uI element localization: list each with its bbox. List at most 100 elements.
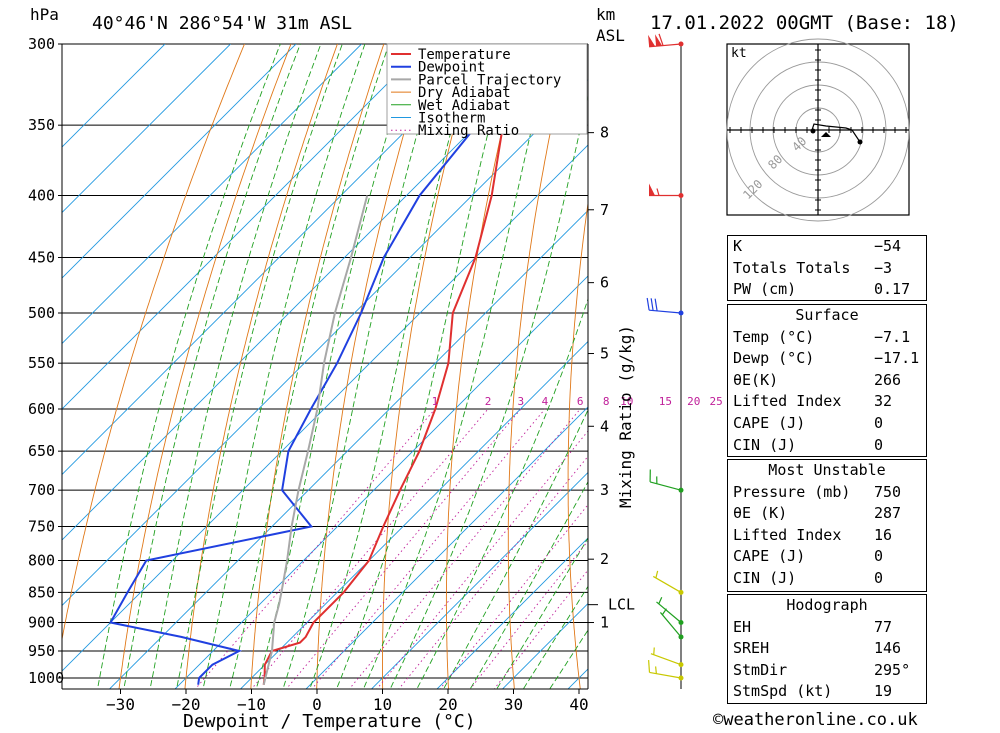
location-title: 40°46'N 286°54'W 31m ASL: [92, 13, 352, 34]
wind-barb: [650, 647, 684, 668]
wind-barb-feather: [650, 298, 654, 311]
eh-row: EH 77: [728, 617, 926, 639]
wind-barb-half-feather: [661, 608, 667, 616]
mixing-ratio-label: 2: [485, 395, 492, 408]
surface-cin-value: 0: [874, 435, 884, 454]
isotherm-line: [239, 340, 588, 689]
dry-adiabat-line: [250, 44, 385, 689]
background-lines: [62, 35, 715, 704]
wet-adiabat-line: [389, 93, 588, 689]
surface-li-label: Lifted Index: [733, 392, 842, 411]
stmdir-value: 295°: [874, 660, 911, 679]
wet-adiabat-line: [123, 44, 301, 689]
mixing-ratio-label: 25: [710, 395, 723, 408]
surface-temp-value: −7.1: [874, 327, 911, 346]
wind-barb-shaft: [652, 575, 682, 593]
wind-barb-shaft: [649, 309, 682, 314]
dry-adiabat-line: [682, 35, 715, 704]
surface-panel: Surface Temp (°C) −7.1 Dewp (°C) −17.1 θ…: [727, 304, 927, 457]
mu-cin-row: CIN (J) 0: [728, 568, 926, 590]
wind-barb: [649, 469, 684, 493]
credit-link[interactable]: ©weatheronline.co.uk: [713, 710, 918, 730]
wind-barb-feather: [654, 298, 658, 311]
mixing-ratio-line: [250, 408, 489, 689]
mu-pressure-label: Pressure (mb): [733, 482, 851, 501]
sreh-row: SREH 146: [728, 638, 926, 660]
mixing-ratio-line: [285, 408, 522, 689]
wind-barb-half-feather: [655, 666, 657, 674]
sreh-value: 146: [874, 639, 902, 658]
totals-totals-row: Totals Totals −3: [728, 258, 926, 280]
wind-barb-shaft: [650, 653, 682, 666]
datetime-title: 17.01.2022 00GMT (Base: 18): [650, 12, 959, 34]
mu-thetae-value: 287: [874, 504, 902, 523]
stmspd-value: 19: [874, 682, 893, 701]
pressure-tick-label: 650: [28, 442, 55, 460]
temperature-tick-label: 10: [373, 695, 392, 714]
dry-adiabat-line: [567, 200, 588, 689]
wind-barb-shaft: [659, 612, 682, 638]
hodograph-end-dot: [857, 139, 863, 145]
isotherm-line: [62, 144, 588, 672]
wind-barb-feather: [658, 33, 664, 46]
asl-unit-label: ASL: [596, 26, 625, 45]
surface-temp-row: Temp (°C) −7.1: [728, 327, 926, 349]
pressure-tick-label: 950: [28, 642, 55, 660]
pressure-tick-label: 450: [28, 249, 55, 267]
hodograph-indices-panel: Hodograph EH 77 SREH 146 StmDir 295° Stm…: [727, 594, 927, 704]
most-unstable-panel: Most Unstable Pressure (mb) 750 θE (K) 2…: [727, 459, 927, 592]
km-tick-label: 3: [600, 481, 609, 499]
wind-barb: [648, 660, 684, 681]
temperature-tick-label: −30: [106, 695, 135, 714]
km-tick-label: 4: [600, 417, 609, 435]
surface-cape-row: CAPE (J) 0: [728, 413, 926, 435]
legend-box: [386, 43, 588, 135]
wind-barb: [659, 608, 684, 640]
isotherm-line: [108, 209, 588, 689]
hodograph-trace: [811, 123, 861, 143]
wind-barb-half-feather: [658, 596, 663, 605]
eh-value: 77: [874, 617, 893, 636]
isotherm-line: [62, 44, 493, 476]
pressure-tick-label: 350: [28, 116, 55, 134]
wet-adiabat-line: [443, 408, 588, 689]
isotherm-line: [62, 44, 297, 279]
stmspd-label: StmSpd (kt): [733, 682, 833, 701]
pressure-tick-label: 700: [28, 481, 55, 499]
surface-li-value: 32: [874, 392, 893, 411]
wind-barb-half-feather: [656, 188, 660, 196]
x-axis-label: Dewpoint / Temperature (°C): [183, 711, 476, 732]
storm-motion-marker: [821, 132, 831, 137]
mu-pressure-value: 750: [874, 482, 902, 501]
isotherm-line: [62, 44, 428, 410]
dry-adiabat-line: [316, 44, 431, 689]
isotherm-line: [62, 78, 588, 607]
mixing-ratio-line: [439, 503, 588, 689]
k-index-row: K −54: [728, 236, 926, 258]
temperature-tick-label: 20: [438, 695, 457, 714]
stmdir-row: StmDir 295°: [728, 660, 926, 682]
surface-dewp-label: Dewp (°C): [733, 349, 815, 368]
wind-barbs: [646, 33, 684, 681]
most-unstable-title: Most Unstable: [768, 461, 886, 479]
mixing-ratio-label: 20: [687, 395, 700, 408]
wind-barb: [656, 596, 684, 626]
surface-dewp-row: Dewp (°C) −17.1: [728, 348, 926, 370]
surface-thetae-value: 266: [874, 370, 902, 389]
parcel-trajectory-line: [262, 195, 369, 686]
mixing-ratio-axis-label: Mixing Ratio (g/kg): [616, 325, 635, 508]
isotherm-line: [370, 471, 588, 689]
pw-value: 0.17: [874, 280, 911, 299]
wet-adiabat-line: [282, 44, 444, 689]
wet-adiabat-line: [469, 480, 588, 689]
wet-adiabat-line: [97, 44, 281, 689]
indices-panel: K −54 Totals Totals −3 PW (cm) 0.17: [727, 235, 927, 301]
mixing-ratio-label: 1: [432, 395, 439, 408]
lcl-label: LCL: [608, 596, 635, 614]
wind-barb-half-feather: [655, 570, 659, 579]
km-tick-label: 8: [600, 124, 609, 142]
km-tick-label: 5: [600, 345, 609, 363]
legend-label: Mixing Ratio: [418, 123, 519, 139]
